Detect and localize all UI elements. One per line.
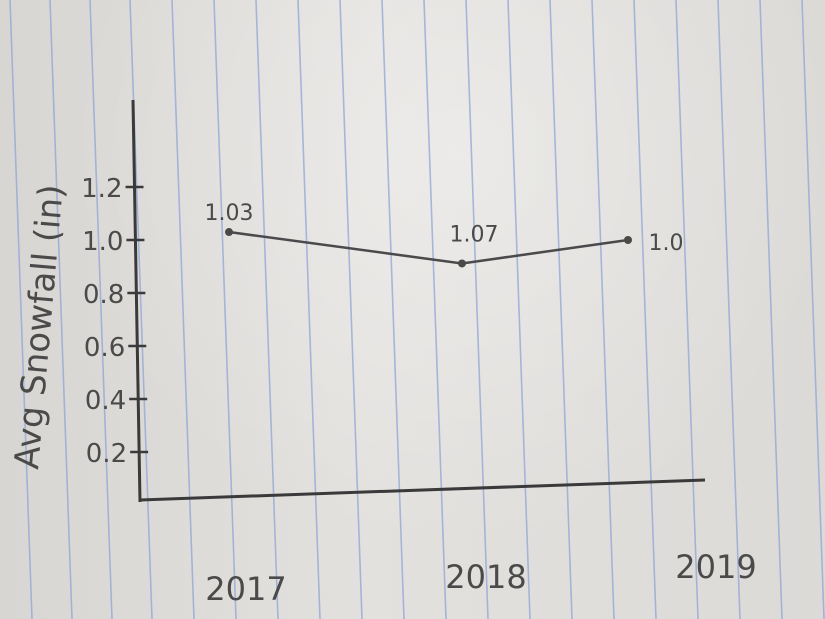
paper-rule-line [423,0,447,619]
y-ticks: 0.2 0.4 0.6 0.8 1.0 1.2 [81,174,149,469]
data-label: 1.0 [649,231,684,256]
x-tick-label: 2019 [675,548,756,586]
paper-rule-line [801,0,825,619]
paper-rule-line [717,0,741,619]
y-tick-label: 1.0 [82,227,123,257]
paper-rule-line [339,0,363,619]
paper-ruled-lines [9,0,825,619]
x-tick-label: 2017 [205,570,286,608]
data-point [624,236,632,244]
x-tick-label: 2018 [445,558,526,596]
y-axis-line [131,99,142,503]
x-axis-line [139,478,706,502]
paper-rule-line [507,0,531,619]
paper-rule-line [633,0,657,619]
data-point [458,259,466,268]
y-tick-label: 0.4 [85,386,126,416]
data-label: 1.07 [450,222,499,247]
data-label: 1.03 [205,201,254,226]
y-tick-label: 0.8 [83,280,124,310]
x-ticks: 2017 2018 2019 [205,548,756,608]
data-point [225,228,233,237]
chart-axes [131,99,706,503]
paper-rule-line [675,0,699,619]
paper-rule-line [213,0,237,619]
paper-rule-line [297,0,321,619]
paper-rule-line [465,0,489,619]
paper-rule-line [129,0,153,619]
series-group: 1.03 1.07 1.0 [205,201,684,268]
paper-rule-line [9,0,33,619]
y-tick-label: 0.2 [86,439,127,469]
y-tick-label: 0.6 [84,333,125,363]
paper-rule-line [759,0,783,619]
paper-rule-line [381,0,405,619]
paper-rule-line [49,0,73,619]
paper-rule-line [549,0,573,619]
paper-rule-line [255,0,279,619]
y-tick-label: 1.2 [81,174,122,204]
paper-rule-line [591,0,615,619]
paper-rule-line [171,0,195,619]
paper-rule-line [89,0,113,619]
series-line [228,230,629,265]
